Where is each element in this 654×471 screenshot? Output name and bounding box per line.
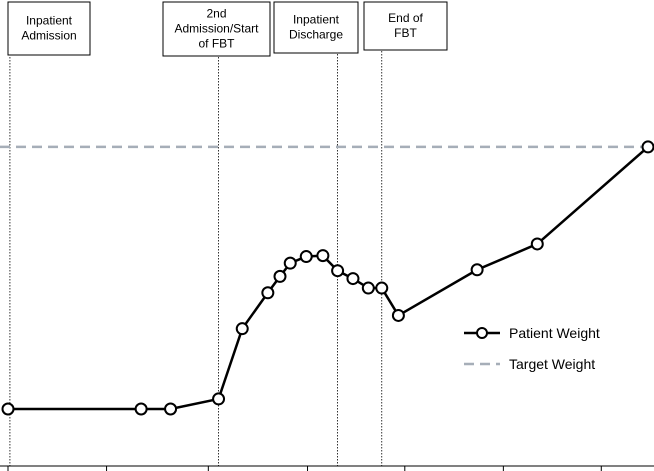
event-label-line: of FBT [198,37,235,51]
legend-label-target-weight: Target Weight [509,356,595,372]
patient-weight-point [641,140,654,154]
legend-item-target-weight: Target Weight [464,356,595,372]
event-label-line: Admission/Start [174,22,259,36]
legend-patient-weight-marker [476,327,488,339]
event-label-line: End of [388,11,423,25]
patient-weight-point [361,281,375,295]
event-label-line: FBT [394,26,417,40]
event-annotation-box [273,1,359,54]
patient-weight-point [235,322,249,336]
event-annotation-box [7,1,91,56]
patient-weight-series [1,140,654,416]
patient-weight-point [283,256,297,270]
event-label-line: Admission [21,29,76,43]
event-label-line: Discharge [289,28,343,42]
legend-item-patient-weight: Patient Weight [464,325,600,341]
x-axis [0,465,654,471]
event-label-line: 2nd [206,7,226,21]
patient-weight-line [8,145,649,411]
legend: Patient Weight Target Weight [464,325,600,372]
patient-weight-point [316,249,330,263]
patient-weight-point [212,392,226,406]
legend-label-patient-weight: Patient Weight [509,325,600,341]
event-label-line: Inpatient [293,13,340,27]
patient-weight-point [261,286,275,300]
patient-weight-point [530,237,544,251]
patient-weight-point [391,308,405,322]
event-annotation-box [162,1,271,57]
event-annotation-box [363,1,448,51]
patient-weight-point [273,269,287,283]
patient-weight-point [331,264,345,278]
patient-weight-point [164,402,178,416]
patient-weight-point [470,263,484,277]
event-label-line: Inpatient [26,14,73,28]
patient-weight-point [346,272,360,286]
patient-weight-point [299,250,313,264]
patient-weight-point [134,402,148,416]
event-lines [9,30,383,466]
patient-weight-point [1,402,15,416]
patient-weight-point [375,281,389,295]
